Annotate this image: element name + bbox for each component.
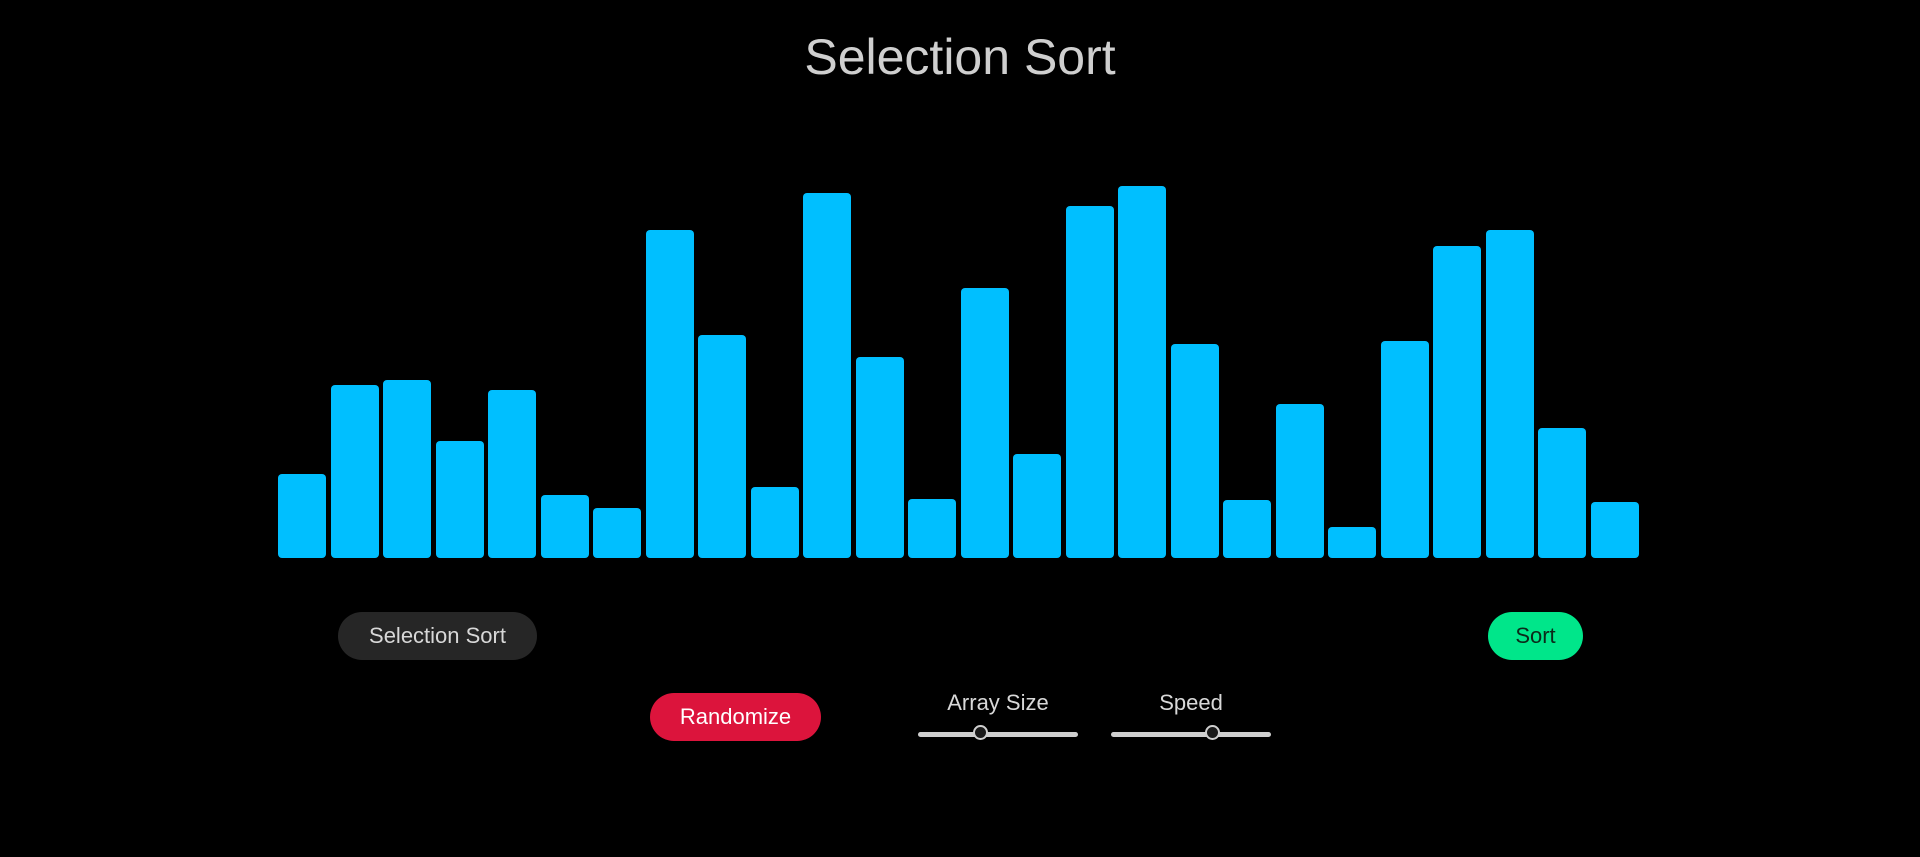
array-bar (1590, 502, 1639, 558)
speed-slider-thumb[interactable] (1205, 725, 1221, 740)
array-bar (1380, 341, 1429, 558)
array-bar (1118, 186, 1166, 558)
array-bar (1223, 500, 1271, 558)
array-bar (855, 357, 904, 558)
algorithm-select-button[interactable]: Selection Sort (338, 612, 537, 660)
speed-control: Speed (1109, 690, 1273, 740)
array-bar (1275, 404, 1324, 558)
page-title: Selection Sort (804, 29, 1116, 85)
array-bar (383, 380, 431, 558)
array-bar (1065, 206, 1114, 558)
array-bar (908, 499, 956, 558)
array-size-slider-thumb[interactable] (973, 725, 989, 740)
array-bar (645, 230, 694, 558)
randomize-button[interactable]: Randomize (650, 693, 821, 741)
array-bar (1328, 527, 1376, 558)
sort-button[interactable]: Sort (1488, 612, 1583, 660)
array-size-slider-track[interactable] (918, 732, 1078, 737)
array-bar (1170, 344, 1219, 558)
bar-chart (278, 150, 1644, 558)
speed-label: Speed (1159, 690, 1223, 715)
array-size-control: Array Size (916, 690, 1080, 740)
array-bar (593, 508, 641, 558)
array-bar (330, 385, 379, 558)
array-bar (698, 335, 746, 558)
array-bar (1485, 230, 1534, 558)
array-bar (1538, 428, 1586, 558)
array-bar (1013, 454, 1061, 558)
array-bar (278, 474, 326, 558)
array-bar (1433, 246, 1481, 558)
array-bar (803, 193, 851, 558)
array-bar (540, 495, 589, 558)
array-bar (488, 390, 536, 558)
array-size-label: Array Size (947, 690, 1049, 715)
speed-slider-track[interactable] (1111, 732, 1271, 737)
array-bar (960, 288, 1009, 558)
array-bar (435, 441, 484, 558)
array-bar (750, 487, 799, 558)
